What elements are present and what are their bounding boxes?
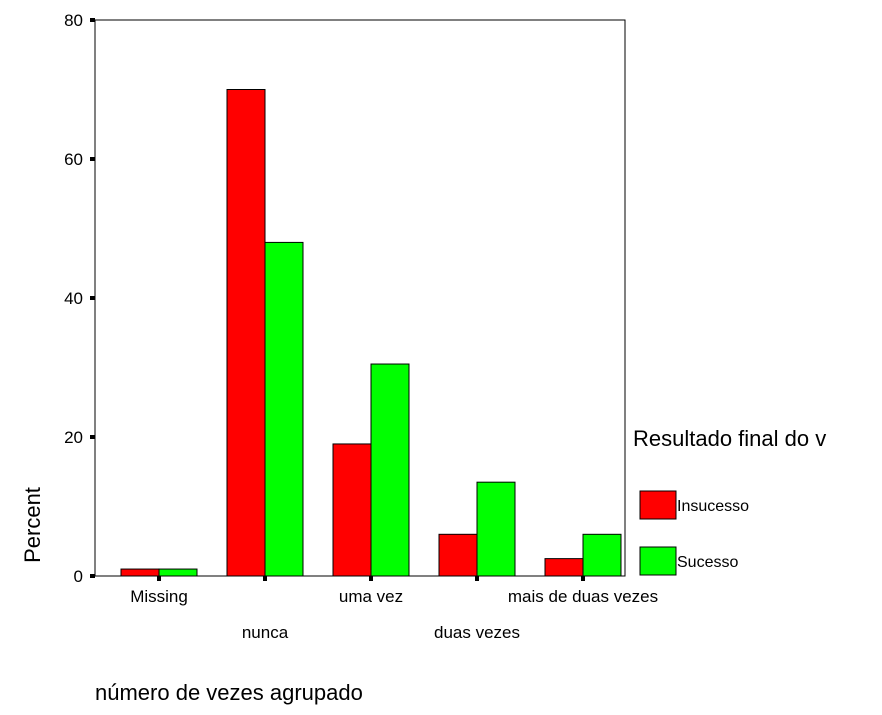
x-tick-label: duas vezes: [434, 623, 520, 642]
legend-items: Insucesso Sucesso: [639, 490, 749, 576]
y-tick-label: 0: [74, 567, 83, 586]
y-tick-label: 60: [64, 150, 83, 169]
legend-swatch-sucesso: [639, 546, 677, 576]
bar-sucesso-1: [264, 241, 304, 577]
y-tick-label: 20: [64, 428, 83, 447]
x-tick-mark: [263, 576, 267, 581]
x-tick-label: Missing: [130, 587, 188, 606]
y-axis-ticks: 0 20 40 60 80: [64, 11, 95, 586]
y-tick-mark: [90, 18, 95, 22]
bars: [120, 89, 622, 577]
bar-insucesso-1: [226, 89, 266, 577]
x-tick-mark: [369, 576, 373, 581]
y-tick-mark: [90, 296, 95, 300]
y-tick-label: 80: [64, 11, 83, 30]
y-tick-mark: [90, 157, 95, 161]
x-tick-mark: [475, 576, 479, 581]
legend-swatch-insucesso: [639, 490, 677, 520]
bar-sucesso-2: [370, 363, 410, 577]
x-tick-label: uma vez: [339, 587, 403, 606]
y-tick-mark: [90, 574, 95, 578]
bar-insucesso-3: [438, 533, 478, 577]
x-tick-mark: [581, 576, 585, 581]
bar-insucesso-4: [544, 558, 584, 577]
bar-sucesso-4: [582, 533, 622, 577]
x-axis-ticks: Missing nunca uma vez duas vezes mais de dua…: [130, 576, 658, 642]
y-tick-mark: [90, 435, 95, 439]
legend-label-insucesso: Insucesso: [677, 498, 749, 515]
x-tick-mark: [157, 576, 161, 581]
bar-insucesso-0: [120, 568, 160, 577]
x-tick-label: nunca: [242, 623, 289, 642]
legend-label-sucesso: Sucesso: [677, 554, 738, 571]
x-tick-label: mais de duas vezes: [508, 587, 658, 606]
x-axis-title: número de vezes agrupado: [95, 680, 363, 705]
bar-insucesso-2: [332, 443, 372, 577]
y-axis-title: Percent: [20, 487, 45, 563]
bar-sucesso-3: [476, 481, 516, 577]
bar-sucesso-0: [158, 568, 198, 577]
y-tick-label: 40: [64, 289, 83, 308]
legend-title: Resultado final do v: [633, 426, 826, 451]
legend: Resultado final do v Insucesso Sucesso: [633, 426, 826, 576]
